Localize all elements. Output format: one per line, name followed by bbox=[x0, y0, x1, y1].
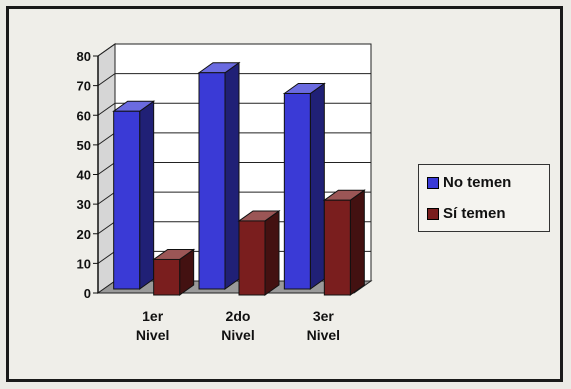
x-tick-label: 1er bbox=[142, 308, 164, 324]
x-tick-label: 2do bbox=[226, 308, 251, 324]
y-tick-label: 50 bbox=[77, 138, 91, 153]
legend-label-si-temen: Sí temen bbox=[443, 205, 506, 222]
legend: No temen Sí temen bbox=[418, 164, 550, 232]
bar-side bbox=[349, 189, 365, 296]
bar-side bbox=[224, 61, 240, 290]
bar bbox=[323, 199, 351, 296]
bar bbox=[113, 110, 141, 290]
x-tick-label: Nivel bbox=[221, 327, 254, 343]
y-tick-label: 20 bbox=[77, 227, 91, 242]
legend-item-no-temen: No temen bbox=[427, 174, 511, 191]
bar bbox=[198, 72, 226, 290]
y-tick-label: 0 bbox=[84, 286, 91, 301]
gridline bbox=[97, 43, 371, 57]
x-tick-label: Nivel bbox=[307, 327, 340, 343]
y-tick-label: 80 bbox=[77, 49, 91, 64]
y-tick-label: 30 bbox=[77, 197, 91, 212]
x-tick-label: 3er bbox=[313, 308, 335, 324]
y-tick-label: 60 bbox=[77, 108, 91, 123]
x-tick-label: Nivel bbox=[136, 327, 169, 343]
bar-side bbox=[264, 209, 280, 296]
legend-swatch-si-temen bbox=[427, 207, 439, 220]
y-tick-label: 40 bbox=[77, 168, 91, 183]
legend-item-si-temen: Sí temen bbox=[427, 205, 506, 222]
legend-swatch-no-temen bbox=[427, 176, 439, 189]
bar-side bbox=[139, 100, 155, 290]
bar bbox=[153, 258, 181, 296]
bar-side bbox=[309, 82, 325, 290]
bar bbox=[238, 220, 266, 296]
bar bbox=[283, 92, 311, 290]
y-tick-label: 70 bbox=[77, 79, 91, 94]
y-tick-label: 10 bbox=[77, 256, 91, 271]
legend-label-no-temen: No temen bbox=[443, 174, 512, 191]
gridline bbox=[97, 73, 371, 87]
